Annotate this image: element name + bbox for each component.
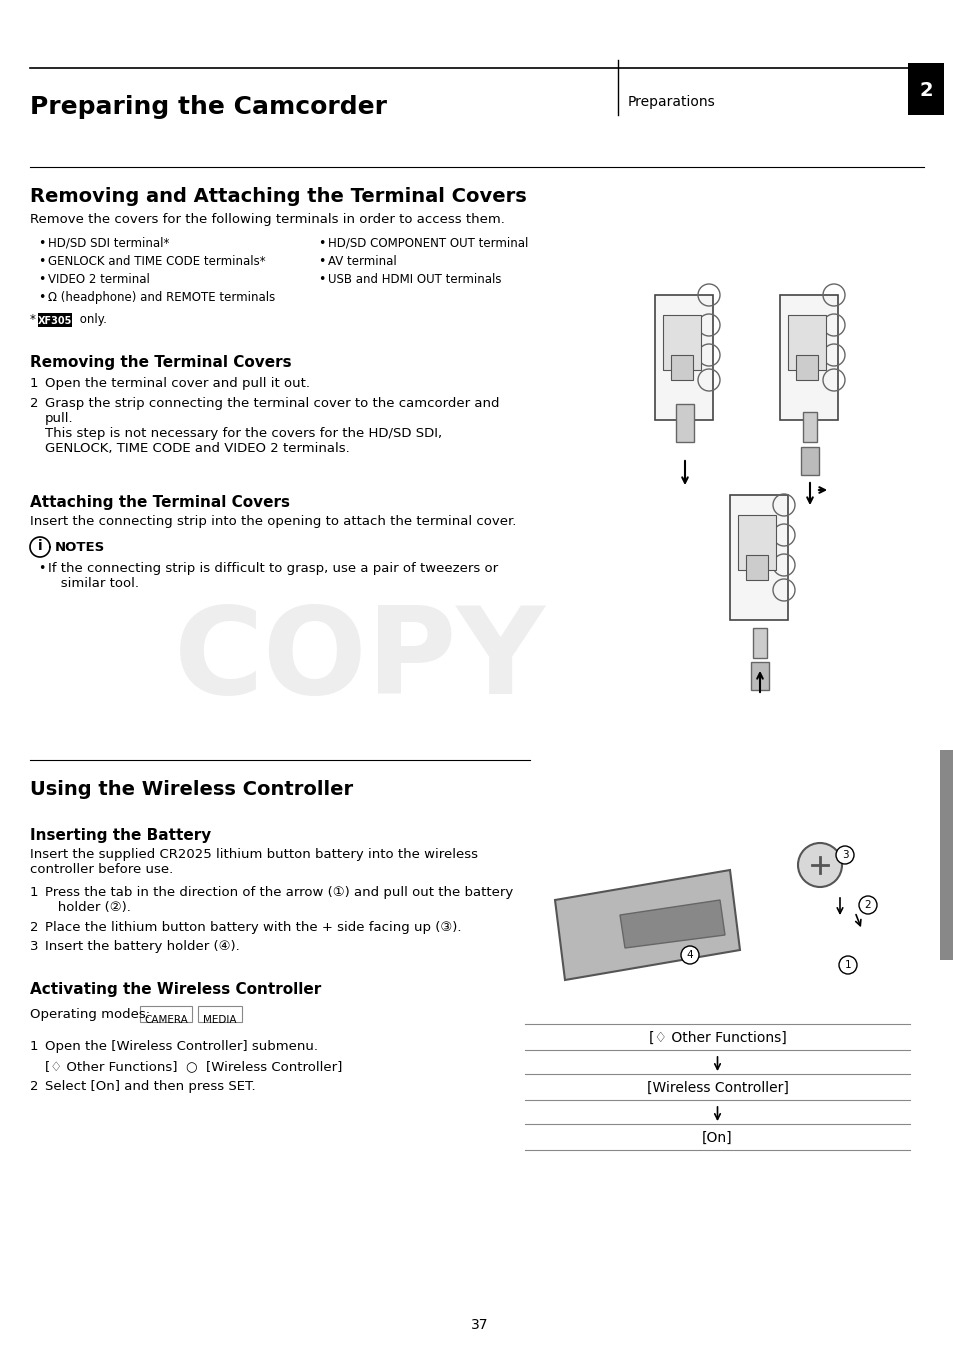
Bar xyxy=(662,315,700,369)
Text: Removing the Terminal Covers: Removing the Terminal Covers xyxy=(30,355,292,369)
Text: Grasp the strip connecting the terminal cover to the camcorder and
pull.: Grasp the strip connecting the terminal … xyxy=(45,398,499,425)
Text: USB and HDMI OUT terminals: USB and HDMI OUT terminals xyxy=(328,274,501,286)
Text: MEDIA: MEDIA xyxy=(203,1015,236,1024)
Bar xyxy=(738,515,775,570)
Text: Removing and Attaching the Terminal Covers: Removing and Attaching the Terminal Cove… xyxy=(30,187,526,206)
Text: Insert the connecting strip into the opening to attach the terminal cover.: Insert the connecting strip into the ope… xyxy=(30,515,516,528)
Text: Open the [Wireless Controller] submenu.: Open the [Wireless Controller] submenu. xyxy=(45,1041,317,1053)
Bar xyxy=(802,412,816,442)
Bar xyxy=(670,355,692,380)
Text: Select [On] and then press SET.: Select [On] and then press SET. xyxy=(45,1080,255,1093)
Bar xyxy=(729,495,787,620)
Bar xyxy=(752,628,766,658)
Text: Inserting the Battery: Inserting the Battery xyxy=(30,828,211,842)
Text: [♢ Other Functions]  ○  [Wireless Controller]: [♢ Other Functions] ○ [Wireless Controll… xyxy=(45,1060,342,1073)
Bar xyxy=(655,295,712,421)
Circle shape xyxy=(858,896,876,914)
Bar xyxy=(140,1006,192,1022)
Text: Open the terminal cover and pull it out.: Open the terminal cover and pull it out. xyxy=(45,377,310,390)
Text: XF305: XF305 xyxy=(38,315,72,326)
Text: Preparations: Preparations xyxy=(627,94,715,109)
Text: 1: 1 xyxy=(30,886,38,899)
Bar xyxy=(750,662,768,690)
Text: [♢ Other Functions]: [♢ Other Functions] xyxy=(648,1031,785,1045)
Text: Attaching the Terminal Covers: Attaching the Terminal Covers xyxy=(30,495,290,510)
Circle shape xyxy=(835,847,853,864)
Text: 3: 3 xyxy=(30,940,38,953)
Bar xyxy=(795,355,817,380)
Text: 1: 1 xyxy=(30,377,38,390)
Text: *: * xyxy=(30,313,36,326)
Text: AV terminal: AV terminal xyxy=(328,255,396,268)
Text: 2: 2 xyxy=(863,900,870,910)
Text: VIDEO 2 terminal: VIDEO 2 terminal xyxy=(48,274,150,286)
Polygon shape xyxy=(555,869,740,980)
Bar xyxy=(38,313,71,328)
Circle shape xyxy=(797,842,841,887)
Text: •: • xyxy=(317,274,325,286)
Bar xyxy=(801,448,818,474)
Bar xyxy=(939,749,953,960)
Bar xyxy=(780,295,837,421)
Text: CAMERA: CAMERA xyxy=(144,1015,188,1024)
Text: Preparing the Camcorder: Preparing the Camcorder xyxy=(30,94,387,119)
Text: HD/SD COMPONENT OUT terminal: HD/SD COMPONENT OUT terminal xyxy=(328,237,528,249)
Text: 2: 2 xyxy=(919,81,932,100)
Text: 4: 4 xyxy=(686,950,693,960)
Text: Press the tab in the direction of the arrow (①) and pull out the battery
   hold: Press the tab in the direction of the ar… xyxy=(45,886,513,914)
Text: Place the lithium button battery with the + side facing up (③).: Place the lithium button battery with th… xyxy=(45,921,461,934)
Polygon shape xyxy=(619,900,724,948)
Circle shape xyxy=(680,946,699,964)
Text: 2: 2 xyxy=(30,1080,38,1093)
Bar xyxy=(198,1006,242,1022)
Text: •: • xyxy=(38,274,46,286)
Text: Ω (headphone) and REMOTE terminals: Ω (headphone) and REMOTE terminals xyxy=(48,291,275,305)
Text: If the connecting strip is difficult to grasp, use a pair of tweezers or
   simi: If the connecting strip is difficult to … xyxy=(48,562,497,590)
Circle shape xyxy=(838,956,856,975)
Text: •: • xyxy=(38,291,46,305)
Text: Activating the Wireless Controller: Activating the Wireless Controller xyxy=(30,981,321,998)
Text: 1: 1 xyxy=(843,960,850,971)
Text: 3: 3 xyxy=(841,851,847,860)
Text: Remove the covers for the following terminals in order to access them.: Remove the covers for the following term… xyxy=(30,213,504,226)
Text: 37: 37 xyxy=(471,1318,488,1332)
Text: This step is not necessary for the covers for the HD/SD SDI,
GENLOCK, TIME CODE : This step is not necessary for the cover… xyxy=(45,427,441,456)
Text: 1: 1 xyxy=(30,1041,38,1053)
Text: Using the Wireless Controller: Using the Wireless Controller xyxy=(30,780,353,799)
Text: COPY: COPY xyxy=(173,601,545,718)
Text: [Wireless Controller]: [Wireless Controller] xyxy=(646,1081,787,1095)
Text: •: • xyxy=(317,237,325,249)
Text: •: • xyxy=(317,255,325,268)
Text: •: • xyxy=(38,237,46,249)
Text: GENLOCK and TIME CODE terminals*: GENLOCK and TIME CODE terminals* xyxy=(48,255,265,268)
Bar xyxy=(676,404,693,442)
Text: NOTES: NOTES xyxy=(55,541,105,554)
Bar xyxy=(745,555,767,580)
Text: [On]: [On] xyxy=(701,1131,732,1144)
Text: Insert the battery holder (④).: Insert the battery holder (④). xyxy=(45,940,239,953)
Text: HD/SD SDI terminal*: HD/SD SDI terminal* xyxy=(48,237,170,249)
Bar xyxy=(907,63,943,115)
Text: i: i xyxy=(38,539,42,553)
Text: •: • xyxy=(38,255,46,268)
Text: only.: only. xyxy=(76,313,107,326)
Bar xyxy=(787,315,825,369)
Text: Operating modes:: Operating modes: xyxy=(30,1008,150,1020)
Text: Insert the supplied CR2025 lithium button battery into the wireless
controller b: Insert the supplied CR2025 lithium butto… xyxy=(30,848,477,876)
Text: 2: 2 xyxy=(30,921,38,934)
Text: 2: 2 xyxy=(30,398,38,410)
Text: •: • xyxy=(38,562,46,576)
